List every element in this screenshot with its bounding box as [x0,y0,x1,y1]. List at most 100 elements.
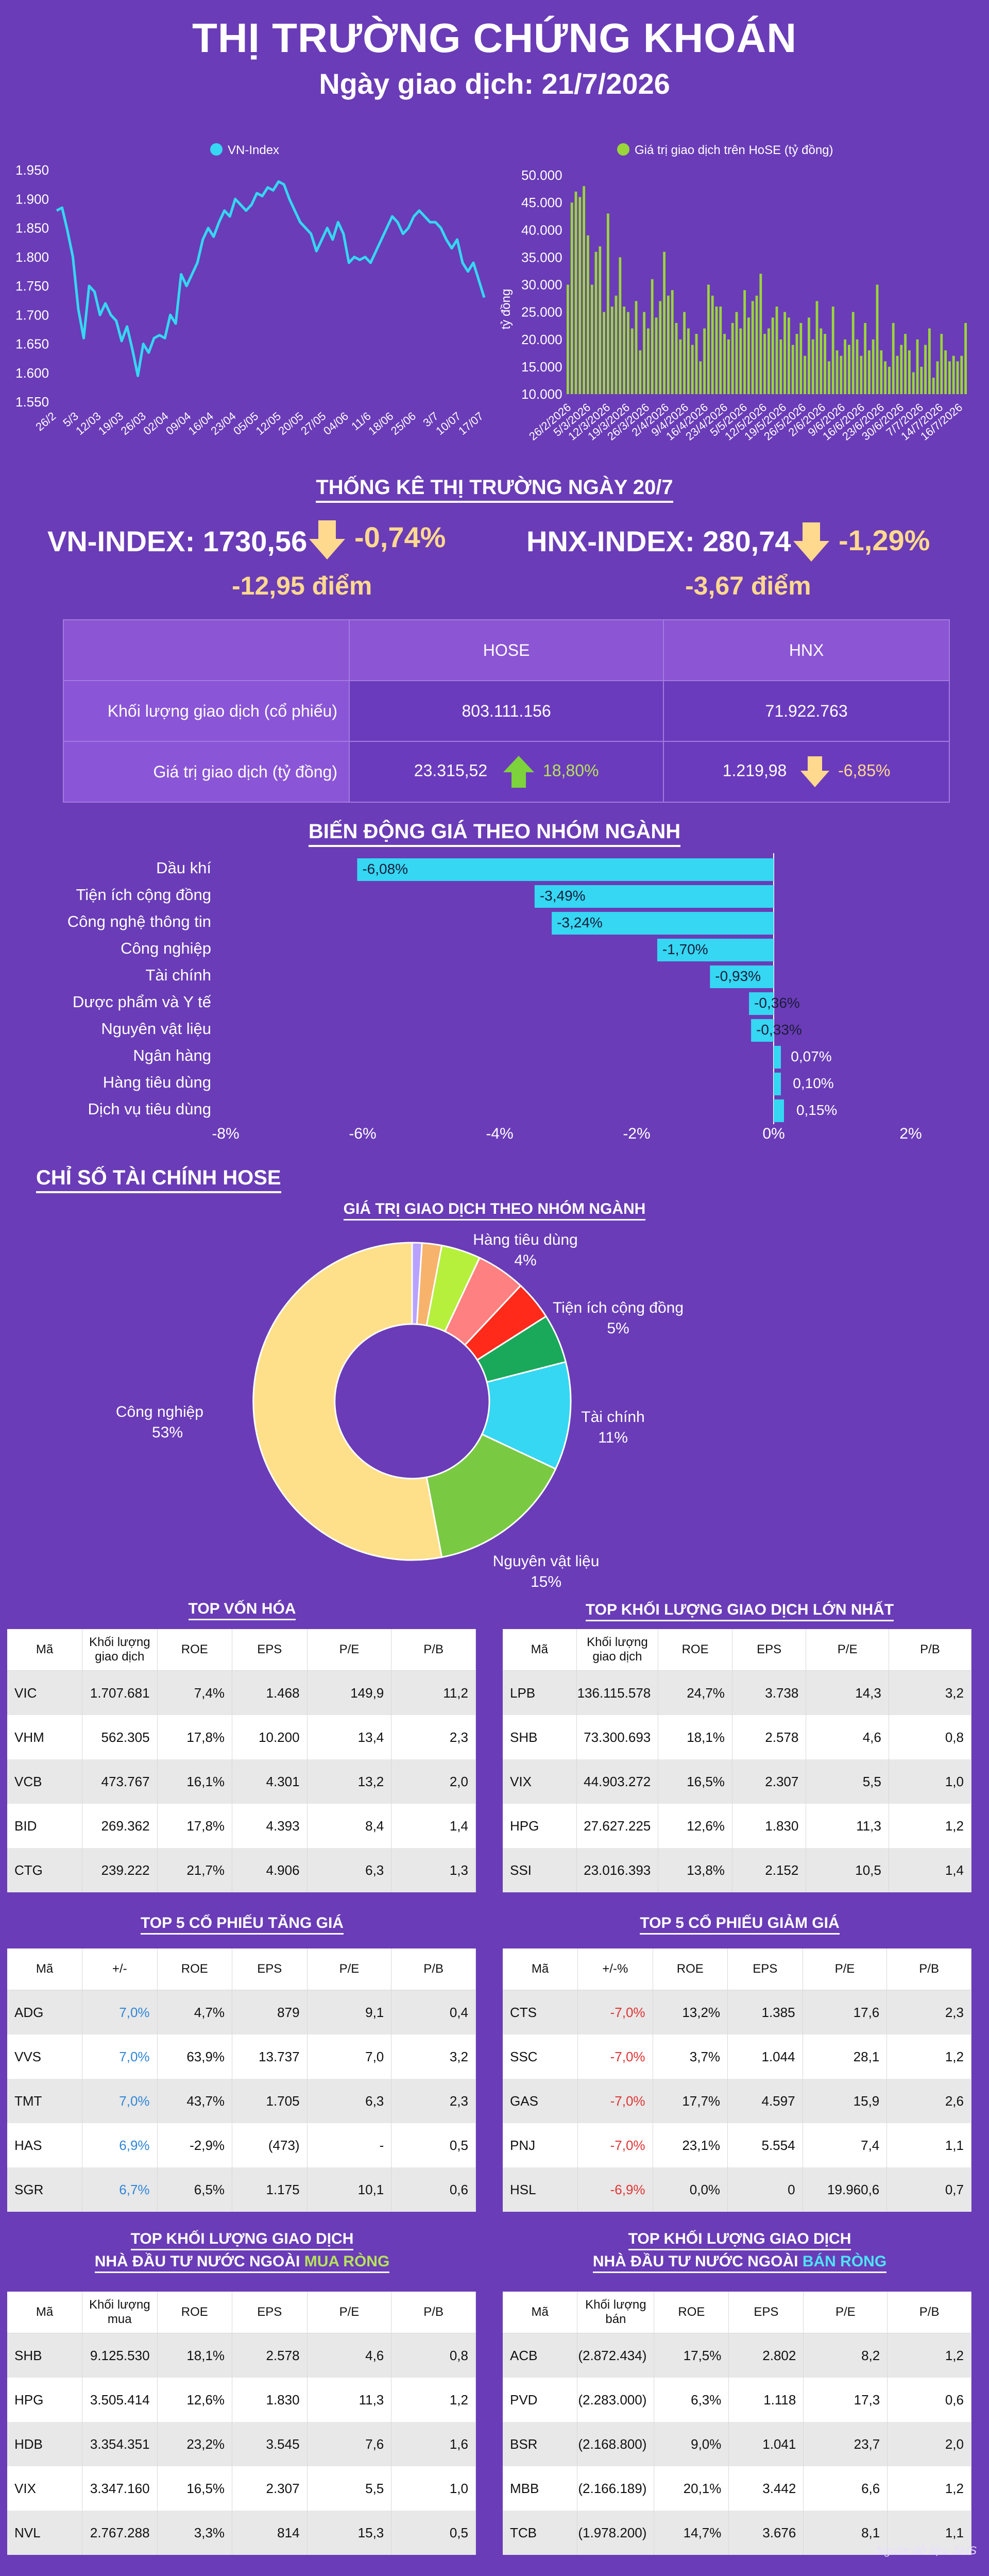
table-cell: 136.115.578 [576,1670,659,1715]
table-cell: PVD [503,2378,578,2422]
column-header: +/- [82,1948,158,1990]
table-cell: 11,2 [391,1670,476,1715]
value-bar [948,361,951,395]
table-cell: 17,8% [157,1715,233,1759]
column-header: P/B [886,1948,971,1990]
table-cell: 63,9% [157,2035,233,2079]
x-tick-label: 02/04 [141,410,170,438]
table-cell: CTS [503,1990,578,2035]
finance-heading: CHỈ SỐ TÀI CHÍNH HOSE [36,1166,281,1193]
value-bar [848,345,850,394]
y-tick-label: 45.000 [521,195,562,210]
hose-value-bar-chart: Giá trị giao dịch trên HoSE (tỷ đồng) 50.… [499,143,967,443]
value-bar [755,295,758,395]
table-row: SHB 9.125.530 18,1% 2.578 4,6 0,8 [7,2333,476,2378]
table-cell: (2.166.189) [577,2466,655,2511]
table-cell: 6,5% [157,2167,233,2212]
value-bar [763,334,766,394]
table-row: VVS 7,0% 63,9% 13.737 7,0 3,2 [7,2035,476,2079]
table-row: HPG 27.627.225 12,6% 1.830 11,3 1,2 [503,1804,972,1848]
value-bar [884,361,886,395]
table-cell: 3.505.414 [82,2378,158,2422]
sector-value-label: 0,07% [791,1048,831,1064]
value-bar [799,323,803,394]
table-cell: (2.872.434) [577,2333,655,2378]
table-cell: 24,7% [658,1670,732,1715]
table-cell: (1.978.200) [577,2511,655,2555]
x-tick-label: 19/03 [96,410,126,438]
pie-label-value: 11% [598,1429,628,1446]
x-tick-label: 05/05 [231,410,261,438]
table-cell: 2.152 [732,1848,807,1892]
table-cell: 0,5 [391,2123,476,2167]
value-bar [960,355,963,394]
foreign-sell-table: Mã Khối lượng bán ROE EPS P/E P/B ACB (2.872.43… [503,2292,971,2555]
vnindex-value: VN-INDEX: 1730,56 [47,525,308,557]
hnx-value: 1.219,98 [722,761,787,780]
sector-bar-chart: Dầu khí -6,08% Tiện ích cộng đồng -3,49% Côn… [67,853,922,1142]
table-cell: 269.362 [82,1804,158,1848]
table-cell: 2,3 [391,1715,476,1759]
table-row: NVL 2.767.288 3,3% 814 15,3 0,5 [7,2511,476,2555]
sector-label: Tài chính [145,966,211,984]
value-bar [791,345,794,394]
hose-value-change: 18,80% [542,761,599,780]
top-loss-title: TOP 5 CỔ PHIẾU GIẢM GIÁ [503,1914,977,1935]
value-bar [759,274,762,395]
table-row: PVD (2.283.000) 6,3% 1.118 17,3 0,6 [503,2378,971,2422]
column-header: ROE [654,2292,729,2333]
table-cell: LPB [503,1670,577,1715]
value-bar [872,339,875,395]
table-cell: VCB [7,1759,83,1804]
table-cell: 2.578 [732,1715,807,1759]
table-cell: VIX [503,1759,577,1804]
sector-value-label: 0,15% [796,1102,837,1118]
market-stats-table: HOSE HNX Khối lượng giao dịch (cổ phiếu)… [63,619,950,803]
hnx-value-cell: 1.219,98 -6,85% [663,741,950,803]
value-bar [739,328,742,394]
value-bar [570,202,573,394]
table-cell: 239.222 [82,1848,158,1892]
y-tick-label: 10.000 [521,386,562,402]
column-header: P/B [391,2292,476,2333]
table-cell: 13.737 [232,2035,308,2079]
value-bar [888,366,891,394]
value-bar [783,312,786,394]
table-cell: BSR [503,2422,578,2466]
x-tick-label: 16/04 [186,410,216,438]
table-row: GAS -7,0% 17,7% 4.597 15,9 2,6 [503,2079,971,2123]
column-header: P/E [307,2292,392,2333]
table-row: VHM 562.305 17,8% 10.200 13,4 2,3 [7,1715,476,1759]
value-bar [932,378,935,394]
value-bar [840,355,843,394]
table-cell: 0,0% [653,2167,728,2212]
legend-value: Giá trị giao dịch trên HoSE (tỷ đồng) [635,143,833,157]
table-cell: NVL [7,2511,83,2555]
value-bar [627,312,629,394]
table-cell: -6,9% [577,2167,653,2212]
value-bar [675,323,678,394]
x-tick-label: 2% [899,1125,922,1142]
column-header: P/B [391,1948,476,1990]
table-row: LPB 136.115.578 24,7% 3.738 14,3 3,2 [503,1670,972,1715]
x-tick-label: -6% [349,1125,376,1142]
hnx-value-change: -6,85% [838,761,891,780]
y-tick-label: 1.700 [15,307,49,323]
vnindex-points: -12,95 điểm [232,571,372,600]
table-cell: HPG [503,1804,577,1848]
table-cell: 0,5 [391,2511,476,2555]
table-cell: 1.044 [727,2035,803,2079]
x-tick-label: -2% [623,1125,650,1142]
sector-value-label: 0,10% [793,1075,833,1091]
value-bar [912,372,915,394]
pie-slice [252,1242,443,1561]
table-cell: 7,0 [307,2035,392,2079]
y-tick-label: 1.550 [15,394,49,410]
value-bar [671,290,674,394]
value-bar [647,328,650,394]
sector-bar [552,912,774,935]
table-cell: 20,1% [654,2466,729,2511]
column-header: Mã [503,1948,578,1990]
table-cell: BID [7,1804,83,1848]
value-bar [964,323,967,394]
